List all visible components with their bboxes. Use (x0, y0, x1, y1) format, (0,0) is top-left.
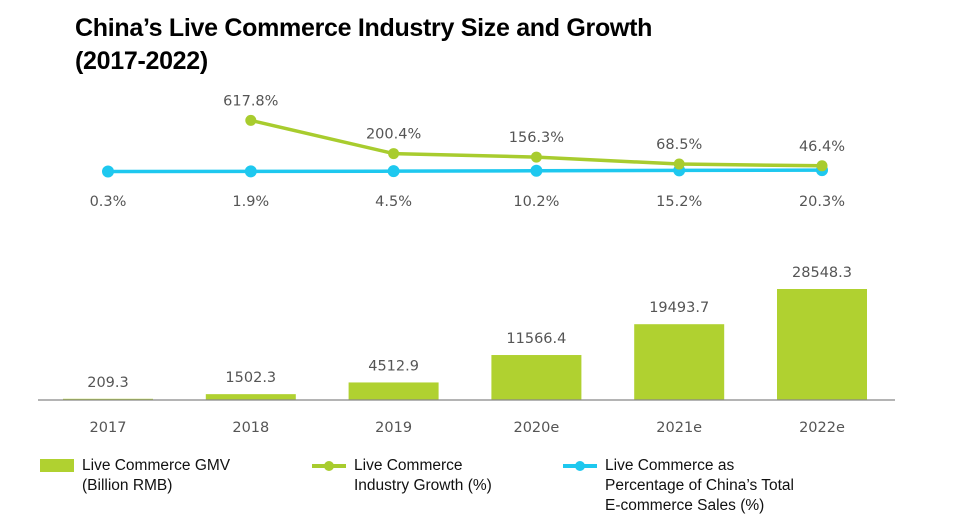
growth-data-label: 156.3% (509, 130, 564, 146)
growth-point (388, 148, 400, 160)
share-point (102, 165, 114, 178)
growth-point (816, 160, 828, 172)
gmv-bar (348, 382, 439, 400)
gmv-bar-label: 4512.9 (368, 358, 419, 374)
gmv-bar (205, 394, 296, 400)
legend-label-gmv: Live Commerce GMV (Billion RMB) (82, 457, 231, 494)
share-point (530, 164, 543, 177)
share-point (244, 165, 257, 178)
share-data-label: 0.3% (90, 194, 127, 210)
share-data-label: 1.9% (232, 194, 269, 210)
growth-data-label: 200.4% (366, 127, 421, 143)
growth-data-label: 617.8% (223, 93, 278, 109)
gmv-bar (491, 355, 582, 400)
share-data-label: 10.2% (513, 194, 559, 210)
legend-label-growth: Live Commerce Industry Growth (%) (354, 457, 492, 494)
chart-title: China’s Live Commerce Industry Size and … (75, 12, 652, 78)
growth-data-label: 46.4% (799, 139, 845, 155)
growth-data-label: 68.5% (656, 137, 702, 153)
gmv-bar-label: 1502.3 (225, 370, 276, 386)
x-tick-label: 2022e (799, 420, 845, 436)
x-tick-labels: 2017 2018 2019 2020e 2021e 2022e (90, 420, 845, 436)
growth-point (530, 151, 542, 163)
chart-title-line-1: China’s Live Commerce Industry Size and … (75, 14, 653, 42)
legend-label-share: Live Commerce as Percentage of China’s T… (605, 457, 794, 514)
x-tick-label: 2018 (232, 420, 269, 436)
gmv-bar-label: 19493.7 (649, 300, 709, 316)
growth-series (245, 114, 828, 172)
gmv-bars (63, 289, 867, 400)
gmv-bar-labels: 209.3 1502.3 4512.9 11566.4 19493.7 28548.3 (87, 265, 852, 391)
gmv-bar (777, 289, 867, 400)
share-data-label: 4.5% (375, 194, 412, 210)
growth-point (245, 114, 257, 126)
gmv-bar-label: 209.3 (87, 375, 129, 391)
legend-line-dot-blue-icon (563, 461, 597, 471)
x-tick-label: 2021e (656, 420, 702, 436)
share-data-label: 20.3% (799, 194, 845, 210)
chart-canvas: 209.3 1502.3 4512.9 11566.4 19493.7 28548.3 2… (38, 93, 895, 436)
gmv-bar-label: 11566.4 (506, 331, 566, 347)
share-line-path (107, 168, 823, 174)
legend-line-dot-green-icon (312, 461, 346, 471)
share-data-label: 15.2% (656, 194, 702, 210)
x-tick-label: 2019 (375, 420, 412, 436)
chart-title-line-2: (2017-2022) (75, 47, 208, 75)
gmv-bar-label: 28548.3 (792, 265, 852, 281)
x-tick-label: 2020e (513, 420, 559, 436)
growth-point (673, 158, 685, 170)
legend-bar-swatch-icon (40, 459, 74, 472)
line-data-labels: 617.8% 200.4% 156.3% 68.5% 46.4% 0.3% 1.9% 4.5%… (90, 93, 845, 210)
gmv-bar (634, 324, 725, 400)
share-point (387, 165, 400, 178)
x-tick-label: 2017 (90, 420, 127, 436)
